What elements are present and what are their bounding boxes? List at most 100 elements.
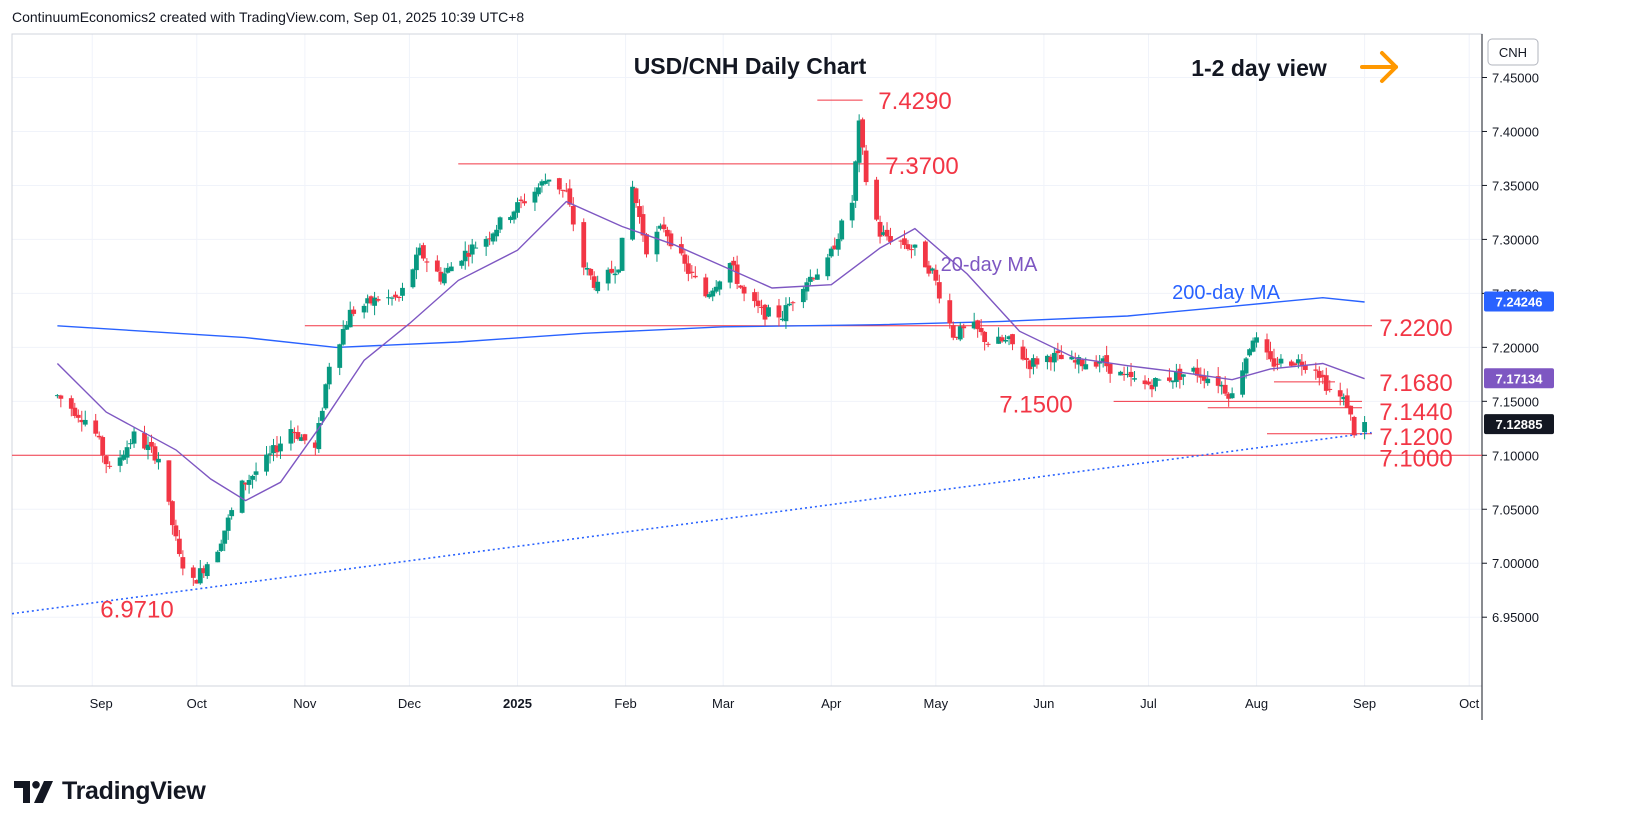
- candle-body: [515, 202, 520, 213]
- candle-up: [710, 287, 716, 302]
- candle-body: [1093, 361, 1099, 367]
- candle-body: [173, 525, 179, 537]
- candle-body: [1076, 357, 1082, 365]
- candle-down: [1215, 367, 1221, 394]
- candle-body: [103, 456, 109, 465]
- level-label: 7.4290: [878, 88, 951, 115]
- ma200-line[interactable]: [57, 296, 1365, 349]
- candle-down: [1337, 382, 1343, 406]
- candle-body: [539, 181, 545, 186]
- candle-body: [508, 217, 513, 221]
- candle-body: [312, 442, 318, 448]
- rising-trendline[interactable]: [11, 431, 1372, 615]
- candle-down: [902, 230, 907, 250]
- candle-body: [849, 202, 855, 221]
- candle-body: [759, 306, 764, 308]
- candle-down: [999, 334, 1005, 343]
- candle-body: [389, 297, 395, 299]
- candle-body: [790, 302, 796, 304]
- candle-body: [738, 285, 744, 288]
- candle-body: [853, 161, 859, 201]
- candle-body: [494, 229, 499, 237]
- candle-body: [54, 395, 60, 397]
- candle-body: [975, 320, 981, 330]
- candle-body: [658, 225, 663, 229]
- candle-body: [448, 266, 454, 272]
- candle-body: [445, 267, 451, 273]
- candle-up: [616, 269, 622, 275]
- candle-down: [1316, 366, 1322, 386]
- candle-body: [1153, 377, 1158, 387]
- candle-up: [814, 268, 820, 280]
- candle-body: [459, 260, 465, 266]
- candle-down: [100, 435, 106, 463]
- candle-down: [898, 239, 904, 249]
- candle-body: [1128, 371, 1134, 377]
- candle-body: [1289, 361, 1294, 366]
- candle-down: [832, 237, 838, 250]
- level-label: 7.1000: [1379, 445, 1452, 472]
- candle-body: [710, 290, 716, 297]
- candle-body: [1341, 396, 1347, 400]
- candle-body: [902, 238, 907, 245]
- candle-down: [170, 500, 175, 535]
- candle-up: [1153, 377, 1158, 392]
- level-label: 6.9710: [100, 597, 173, 624]
- candle-up: [787, 297, 792, 307]
- candle-up: [225, 514, 231, 540]
- level-label: 7.1500: [999, 391, 1072, 418]
- candle-body: [581, 222, 587, 268]
- candle-body: [1201, 376, 1207, 381]
- candle-down: [692, 266, 698, 279]
- candle-body: [361, 305, 367, 313]
- candle-up: [971, 312, 977, 330]
- candle-body: [922, 241, 928, 268]
- candle-up: [546, 179, 552, 186]
- candle-up: [1240, 362, 1246, 398]
- candle-up: [1229, 387, 1235, 399]
- candle-body: [783, 305, 789, 322]
- candle-body: [271, 445, 276, 454]
- candle-body: [511, 211, 517, 220]
- price-tag-label: 7.17134: [1496, 371, 1544, 386]
- candle-up: [996, 327, 1001, 344]
- ma20-line[interactable]: [56, 200, 1365, 502]
- candle-up: [473, 241, 479, 249]
- candle-body: [713, 286, 719, 292]
- candle-down: [1177, 364, 1183, 389]
- candle-down: [166, 460, 172, 506]
- candle-down: [368, 295, 374, 306]
- candle-down: [424, 258, 430, 273]
- candle-down: [560, 189, 566, 198]
- candle-up: [605, 267, 611, 291]
- candle-up: [483, 236, 489, 256]
- candle-down: [811, 277, 817, 281]
- candle-down: [93, 413, 99, 437]
- candle-body: [860, 119, 866, 148]
- candle-body: [121, 454, 126, 460]
- candle-body: [295, 432, 301, 439]
- candle-down: [487, 231, 493, 246]
- candle-body: [1031, 358, 1036, 367]
- candle-body: [72, 407, 78, 416]
- candle-down: [176, 530, 182, 557]
- tradingview-logo[interactable]: TradingView: [14, 777, 206, 806]
- ma20-label: 20-day MA: [941, 254, 1038, 276]
- candle-body: [637, 206, 642, 217]
- candle-down: [759, 299, 764, 315]
- y-tick-label: 7.15000: [1492, 394, 1539, 409]
- candle-body: [1177, 368, 1183, 380]
- level-label: 7.1680: [1379, 370, 1452, 397]
- candle-down: [173, 519, 179, 541]
- candle-up: [929, 267, 935, 274]
- candle-body: [1072, 360, 1078, 363]
- candle-body: [1215, 376, 1221, 386]
- candle-body: [787, 303, 792, 306]
- candle-body: [1348, 405, 1354, 415]
- candle-down: [1327, 380, 1333, 393]
- candle-body: [250, 475, 255, 480]
- level-label: 7.3700: [885, 153, 958, 180]
- candle-body: [734, 264, 740, 284]
- y-tick-label: 7.10000: [1492, 448, 1539, 463]
